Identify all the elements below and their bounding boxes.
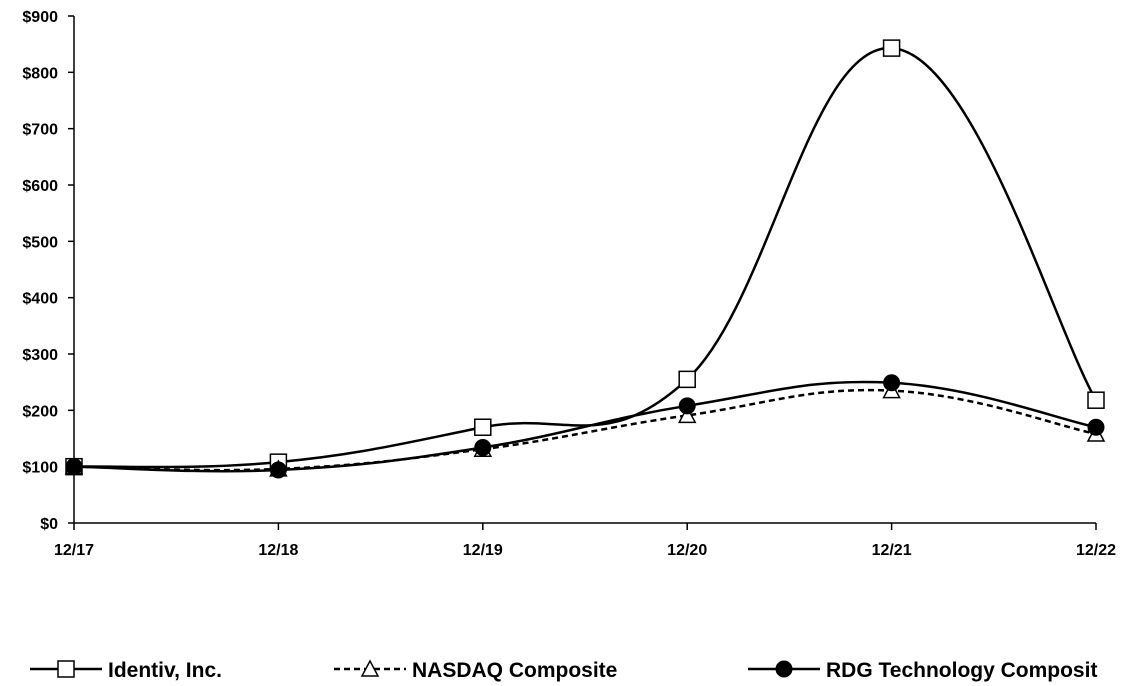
y-tick-label: $100: [22, 460, 58, 477]
legend-marker-nasdaq-composite: [360, 659, 380, 677]
x-tick-label: 12/22: [1076, 542, 1116, 559]
y-tick-label: $900: [22, 9, 58, 26]
x-tick-label: 12/19: [463, 542, 503, 559]
x-tick-label: 12/18: [258, 542, 298, 559]
legend-marker-identiv-inc: [57, 660, 75, 678]
data-point-identiv-inc: [678, 370, 696, 389]
legend-label-nasdaq-composite: NASDAQ Composite: [412, 659, 617, 682]
data-point-rdg-technology-composit: [269, 461, 287, 479]
series-line-rdg-technology-composit: [73, 380, 1097, 473]
data-point-rdg-technology-composit: [883, 374, 901, 392]
data-point-identiv-inc: [882, 39, 901, 57]
data-point-rdg-technology-composit: [1087, 418, 1105, 436]
legend: Identiv, Inc. NASDAQ Composite RDG Technol…: [30, 659, 1097, 682]
y-tick-label: $600: [22, 178, 58, 195]
y-tick-label: $500: [22, 234, 58, 251]
x-tick-label: 12/20: [667, 542, 707, 559]
series-layer: [64, 39, 1106, 479]
data-point-nasdaq-composite: [677, 405, 697, 424]
legend-marker-rdg-technology-composit: [775, 660, 793, 678]
y-tick-label: $700: [22, 122, 58, 139]
series-line-identiv-inc: [73, 46, 1098, 469]
y-tick-label: $0: [40, 516, 58, 533]
x-tick-label: 12/17: [54, 542, 94, 559]
y-tick-label: $200: [22, 403, 58, 420]
data-point-identiv-inc: [474, 418, 492, 436]
data-point-identiv-inc: [1087, 391, 1105, 409]
y-tick-label: $300: [22, 347, 58, 364]
legend-label-rdg-technology-composit: RDG Technology Composit: [826, 659, 1097, 682]
axes: $0 $100 $200 $300 $400 $500 $600 $700 $800 $900 12…: [22, 9, 1116, 559]
series-line-nasdaq-composite: [73, 388, 1097, 472]
y-tick-label: $800: [22, 65, 58, 82]
data-point-rdg-technology-composit: [678, 397, 696, 415]
y-tick-label: $400: [22, 291, 58, 308]
data-point-rdg-technology-composit: [474, 439, 492, 457]
x-tick-label: 12/21: [872, 542, 912, 559]
legend-label-identiv-inc: Identiv, Inc.: [108, 659, 222, 682]
data-point-rdg-technology-composit: [65, 458, 83, 476]
